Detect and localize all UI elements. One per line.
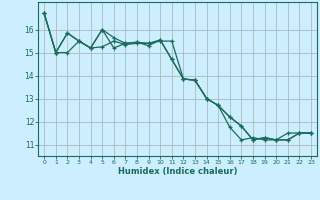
X-axis label: Humidex (Indice chaleur): Humidex (Indice chaleur): [118, 167, 237, 176]
